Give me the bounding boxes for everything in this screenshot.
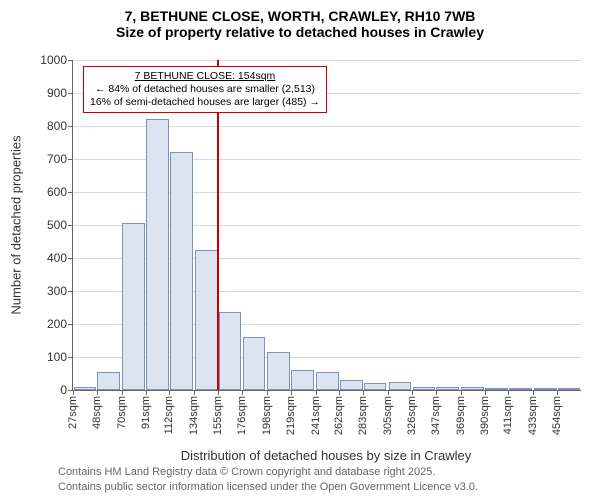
xtick-mark [146,390,147,395]
histogram-bar [485,388,508,390]
footer-line-1: Contains HM Land Registry data © Crown c… [58,465,478,479]
ytick-label: 700 [47,152,67,166]
ytick-label: 800 [47,119,67,133]
xtick-mark [316,390,317,395]
ytick-mark [68,93,73,94]
xtick-mark [169,390,170,395]
histogram-bar [389,382,412,390]
xtick-label: 48sqm [91,396,103,429]
histogram-bar [243,337,266,390]
xtick-label: 134sqm [188,396,200,435]
ytick-mark [68,225,73,226]
xtick-label: 283sqm [357,396,369,435]
xtick-label: 326sqm [406,396,418,435]
x-axis-label: Distribution of detached houses by size … [181,448,471,463]
annotation-line-3: 16% of semi-detached houses are larger (… [90,96,320,109]
xtick-label: 219sqm [285,396,297,435]
footer-text: Contains HM Land Registry data © Crown c… [58,465,478,494]
histogram-bar [364,383,387,390]
ytick-mark [68,192,73,193]
histogram-bar [509,388,532,390]
xtick-mark [485,390,486,395]
chart-container: 7, BETHUNE CLOSE, WORTH, CRAWLEY, RH10 7… [0,0,600,500]
ytick-label: 300 [47,284,67,298]
xtick-mark [97,390,98,395]
histogram-bar [74,387,97,390]
xtick-label: 262sqm [333,396,345,435]
xtick-label: 241sqm [310,396,322,435]
ytick-mark [68,60,73,61]
histogram-bar [534,388,557,390]
xtick-label: 176sqm [236,396,248,435]
histogram-bar [195,250,218,390]
xtick-mark [436,390,437,395]
histogram-bar [219,312,242,390]
xtick-mark [461,390,462,395]
plot-area: 0100200300400500600700800900100027sqm48s… [72,60,581,391]
ytick-mark [68,357,73,358]
ytick-label: 1000 [40,53,67,67]
ytick-mark [68,324,73,325]
annotation-line-1: 7 BETHUNE CLOSE: 154sqm [90,70,320,83]
histogram-bar [122,223,145,390]
histogram-bar [291,370,314,390]
histogram-bar [340,380,363,390]
histogram-bar [436,387,459,390]
xtick-mark [291,390,292,395]
xtick-mark [267,390,268,395]
xtick-label: 347sqm [430,396,442,435]
histogram-bar [267,352,290,390]
annotation-line-2: ← 84% of detached houses are smaller (2,… [90,83,320,96]
annotation-box: 7 BETHUNE CLOSE: 154sqm← 84% of detached… [83,66,327,113]
xtick-label: 411sqm [502,396,514,434]
xtick-mark [388,390,389,395]
xtick-mark [339,390,340,395]
footer-line-2: Contains public sector information licen… [58,480,478,494]
xtick-mark [122,390,123,395]
xtick-label: 198sqm [261,396,273,435]
xtick-label: 70sqm [116,396,128,429]
histogram-bar [146,119,169,390]
xtick-label: 390sqm [479,396,491,435]
xtick-mark [363,390,364,395]
xtick-mark [242,390,243,395]
xtick-label: 112sqm [163,396,175,434]
y-axis-label: Number of detached properties [9,135,24,314]
xtick-mark [508,390,509,395]
histogram-bar [558,388,581,390]
xtick-label: 433sqm [527,396,539,435]
xtick-mark [218,390,219,395]
ytick-label: 0 [60,383,67,397]
xtick-label: 305sqm [382,396,394,435]
ytick-label: 400 [47,251,67,265]
histogram-bar [170,152,193,390]
xtick-label: 155sqm [212,396,224,435]
ytick-label: 900 [47,86,67,100]
ytick-label: 500 [47,218,67,232]
histogram-bar [461,387,484,390]
ytick-label: 100 [47,350,67,364]
histogram-bar [413,387,436,390]
xtick-label: 27sqm [67,396,79,429]
xtick-label: 454sqm [551,396,563,435]
histogram-bar [316,372,339,390]
xtick-mark [194,390,195,395]
xtick-label: 91sqm [140,396,152,429]
ytick-mark [68,159,73,160]
histogram-bar [97,372,120,390]
ytick-mark [68,291,73,292]
ytick-mark [68,126,73,127]
xtick-label: 369sqm [455,396,467,435]
ytick-label: 200 [47,317,67,331]
ytick-mark [68,258,73,259]
title-line-2: Size of property relative to detached ho… [0,24,600,40]
xtick-mark [557,390,558,395]
ytick-label: 600 [47,185,67,199]
xtick-mark [533,390,534,395]
xtick-mark [73,390,74,395]
gridline [73,60,581,61]
xtick-mark [412,390,413,395]
title-line-1: 7, BETHUNE CLOSE, WORTH, CRAWLEY, RH10 7… [0,0,600,24]
